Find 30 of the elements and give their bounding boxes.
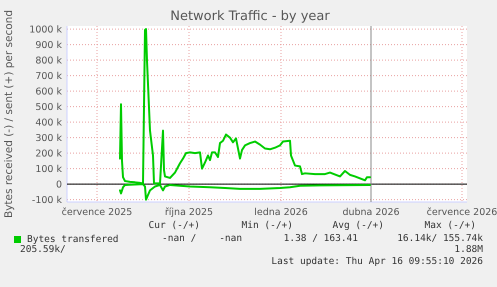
text: -nan / -nan xyxy=(162,233,242,244)
x-tick-label: července 2026 xyxy=(426,207,497,218)
x-tick-label: dubna 2026 xyxy=(342,207,400,218)
y-tick-label: 100 k xyxy=(35,164,62,175)
y-tick-label: 400 k xyxy=(35,117,62,128)
y-tick-label: -100 k xyxy=(32,195,62,206)
y-tick-label: 700 k xyxy=(35,70,62,82)
x-tick-label: července 2025 xyxy=(62,207,132,218)
text: Last update: Thu Apr 16 09:55:10 2026 xyxy=(271,256,484,267)
y-tick-label: 900 k xyxy=(35,40,62,51)
y-tick-label: 300 k xyxy=(35,132,62,144)
text: 1.38 / 163.41 xyxy=(284,233,358,244)
y-axis-title: Bytes received (-) / sent (+) per second xyxy=(3,10,15,218)
legend-label: Bytes transfered xyxy=(27,234,119,245)
x-tick-label: ledna 2026 xyxy=(254,207,308,218)
x-tick-label: října 2025 xyxy=(164,207,214,218)
chart-title: Network Traffic - by year xyxy=(170,9,330,24)
text: Max (-/+) xyxy=(424,220,476,231)
y-tick-label: 0 xyxy=(56,179,62,190)
text: 205.59k/ xyxy=(20,244,66,255)
text: 1.88M xyxy=(454,244,484,255)
y-tick-label: 500 k xyxy=(35,102,62,113)
y-tick-label: 1000 k xyxy=(29,24,62,36)
text: 16.14k/ 155.74k xyxy=(397,233,484,244)
text: Min (-/+) xyxy=(242,220,293,231)
y-tick-label: 200 k xyxy=(35,148,62,160)
y-tick-label: 600 k xyxy=(35,86,62,98)
text: Avg (-/+) xyxy=(332,220,384,231)
y-tick-label: 800 k xyxy=(35,55,62,66)
text: Cur (-/+) xyxy=(148,220,200,231)
